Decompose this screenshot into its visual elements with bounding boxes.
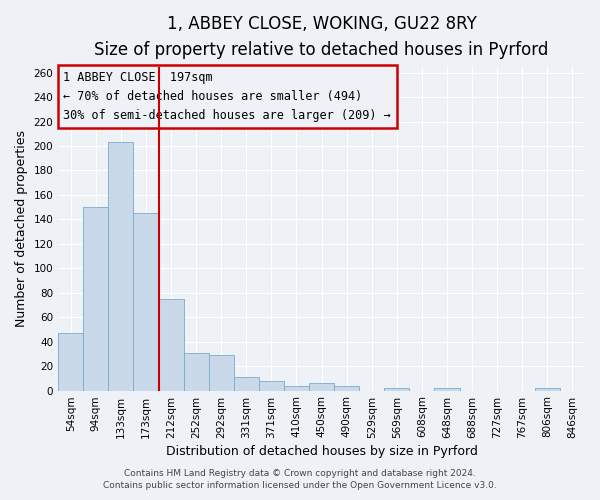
Text: Contains HM Land Registry data © Crown copyright and database right 2024.
Contai: Contains HM Land Registry data © Crown c… bbox=[103, 468, 497, 490]
Bar bbox=[109, 142, 133, 390]
Bar bbox=[234, 377, 259, 390]
Bar bbox=[83, 207, 109, 390]
Bar bbox=[58, 333, 83, 390]
Bar bbox=[209, 355, 234, 390]
Bar bbox=[259, 381, 284, 390]
Y-axis label: Number of detached properties: Number of detached properties bbox=[15, 130, 28, 327]
Title: 1, ABBEY CLOSE, WOKING, GU22 8RY
Size of property relative to detached houses in: 1, ABBEY CLOSE, WOKING, GU22 8RY Size of… bbox=[94, 15, 549, 60]
Bar bbox=[434, 388, 460, 390]
Text: 1 ABBEY CLOSE: 197sqm
← 70% of detached houses are smaller (494)
30% of semi-det: 1 ABBEY CLOSE: 197sqm ← 70% of detached … bbox=[64, 72, 391, 122]
Bar bbox=[535, 388, 560, 390]
Bar bbox=[184, 352, 209, 391]
Bar bbox=[158, 299, 184, 390]
Bar bbox=[309, 383, 334, 390]
Bar bbox=[334, 386, 359, 390]
Bar bbox=[284, 386, 309, 390]
Bar bbox=[385, 388, 409, 390]
X-axis label: Distribution of detached houses by size in Pyrford: Distribution of detached houses by size … bbox=[166, 444, 478, 458]
Bar bbox=[133, 214, 158, 390]
